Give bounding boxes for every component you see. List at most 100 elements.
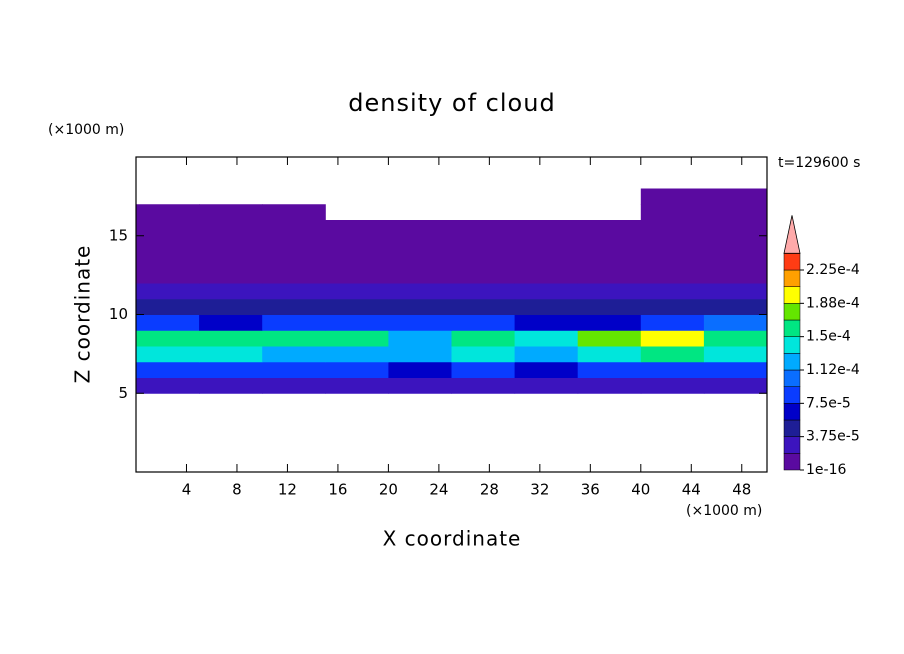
contour-cell [388, 220, 452, 237]
x-axis-title: X coordinate [383, 527, 522, 551]
contour-cell [136, 314, 200, 331]
y-tick-label: 5 [118, 384, 128, 402]
contour-cell [199, 330, 263, 347]
x-tick-label: 44 [682, 481, 701, 499]
contour-cell [136, 361, 200, 378]
contour-cell [514, 235, 579, 252]
contour-cell [388, 330, 452, 347]
contour-cell [451, 314, 516, 331]
contour-cell [325, 377, 389, 394]
contour-cell [577, 220, 642, 237]
contour-cell [577, 314, 642, 331]
contour-cell [451, 298, 516, 315]
contour-cell [640, 314, 705, 331]
colorbar-label: 7.5e-5 [806, 395, 851, 411]
contour-cell [136, 330, 200, 347]
colorbar-box [783, 303, 801, 321]
contour-cell [514, 220, 579, 237]
contour-cell [640, 377, 705, 394]
contour-cell [577, 267, 642, 284]
contour-cell [388, 314, 452, 331]
contour-cell [325, 346, 389, 363]
contour-cell [388, 235, 452, 252]
contour-cell [451, 283, 516, 300]
contour-cell [136, 346, 200, 363]
contour-cell [388, 298, 452, 315]
contour-cell [703, 267, 768, 284]
contour-cell [325, 267, 389, 284]
contour-cell [514, 267, 579, 284]
contour-cell [703, 235, 768, 252]
x-tick-label: 36 [581, 481, 600, 499]
time-annotation: t=129600 s [778, 155, 860, 171]
contour-cell [514, 298, 579, 315]
contour-cell [262, 204, 326, 221]
contour-cell [136, 251, 200, 268]
contour-cell [325, 361, 389, 378]
contour-cell [199, 298, 263, 315]
contour-cell [388, 267, 452, 284]
contour-cell [199, 314, 263, 331]
contour-cell [514, 377, 579, 394]
contour-cell [640, 235, 705, 252]
colorbar-box [783, 336, 801, 354]
colorbar-box [783, 253, 801, 271]
contour-cell [262, 298, 326, 315]
contour-cell [262, 235, 326, 252]
contour-cell [640, 220, 705, 237]
x-unit: (×1000 m) [686, 503, 762, 519]
contour-cell [451, 330, 516, 347]
x-tick-label: 24 [429, 481, 448, 499]
contour-cell [262, 314, 326, 331]
contour-cell [199, 220, 263, 237]
contour-cell [199, 377, 263, 394]
contour-cell [325, 220, 389, 237]
colorbar-box [783, 319, 801, 337]
contour-cell [199, 204, 263, 221]
contour-cell [136, 235, 200, 252]
y-tick-label: 15 [109, 226, 128, 244]
colorbar-box [783, 419, 801, 437]
contour-cell [325, 330, 389, 347]
contour-cell [262, 267, 326, 284]
colorbar-box [783, 386, 801, 404]
contour-cell [262, 346, 326, 363]
colorbar-label: 1.88e-4 [806, 295, 860, 311]
contour-cell [388, 361, 452, 378]
contour-cell [577, 330, 642, 347]
colorbar-box [783, 269, 801, 287]
colorbar-label: 2.25e-4 [806, 262, 860, 278]
contour-cell [325, 283, 389, 300]
contour-cell [577, 377, 642, 394]
contour-cell [262, 377, 326, 394]
contour-cell [136, 267, 200, 284]
contour-cell [703, 361, 768, 378]
contour-cell [199, 267, 263, 284]
contour-cell [136, 298, 200, 315]
contour-cell [577, 346, 642, 363]
contour-cell [640, 204, 705, 221]
contour-cell [703, 330, 768, 347]
contour-cell [514, 346, 579, 363]
contour-cell [577, 298, 642, 315]
contour-cell [199, 251, 263, 268]
contour-cell [262, 251, 326, 268]
colorbar-box [783, 403, 801, 421]
contour-cell [703, 283, 768, 300]
contour-cell [640, 251, 705, 268]
colorbar-label: 1.12e-4 [806, 362, 860, 378]
contour-cell [577, 361, 642, 378]
contour-cell [577, 283, 642, 300]
contour-cell [640, 346, 705, 363]
x-tick-label: 32 [530, 481, 549, 499]
contour-cell [703, 346, 768, 363]
x-tick-label: 4 [182, 481, 192, 499]
contour-cell [136, 377, 200, 394]
contour-cell [325, 314, 389, 331]
contour-cell [640, 188, 705, 205]
contour-cell [199, 283, 263, 300]
contour-cell [262, 361, 326, 378]
contour-cell [325, 235, 389, 252]
contour-field [136, 188, 768, 394]
chart-title: density of cloud [348, 89, 555, 117]
